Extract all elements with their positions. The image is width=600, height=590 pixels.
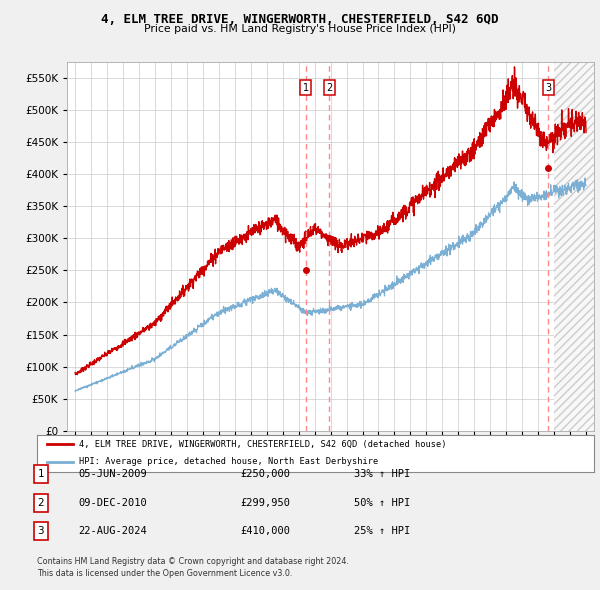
Text: 4, ELM TREE DRIVE, WINGERWORTH, CHESTERFIELD, S42 6QD (detached house): 4, ELM TREE DRIVE, WINGERWORTH, CHESTERF… [79,440,446,449]
Text: 50% ↑ HPI: 50% ↑ HPI [354,498,410,507]
Text: 1: 1 [302,83,308,93]
Text: Price paid vs. HM Land Registry's House Price Index (HPI): Price paid vs. HM Land Registry's House … [144,24,456,34]
Text: 33% ↑ HPI: 33% ↑ HPI [354,470,410,479]
Text: 25% ↑ HPI: 25% ↑ HPI [354,526,410,536]
Text: £250,000: £250,000 [240,470,290,479]
Text: This data is licensed under the Open Government Licence v3.0.: This data is licensed under the Open Gov… [37,569,293,578]
Text: 4, ELM TREE DRIVE, WINGERWORTH, CHESTERFIELD, S42 6QD: 4, ELM TREE DRIVE, WINGERWORTH, CHESTERF… [101,13,499,26]
Text: 09-DEC-2010: 09-DEC-2010 [78,498,147,507]
Text: 2: 2 [37,498,44,507]
Text: Contains HM Land Registry data © Crown copyright and database right 2024.: Contains HM Land Registry data © Crown c… [37,558,349,566]
Text: £299,950: £299,950 [240,498,290,507]
Text: 2: 2 [326,83,332,93]
Text: 3: 3 [37,526,44,536]
Text: HPI: Average price, detached house, North East Derbyshire: HPI: Average price, detached house, Nort… [79,457,378,466]
Text: 22-AUG-2024: 22-AUG-2024 [78,526,147,536]
Text: 3: 3 [545,83,551,93]
Text: £410,000: £410,000 [240,526,290,536]
Text: 1: 1 [37,470,44,479]
Text: 05-JUN-2009: 05-JUN-2009 [78,470,147,479]
